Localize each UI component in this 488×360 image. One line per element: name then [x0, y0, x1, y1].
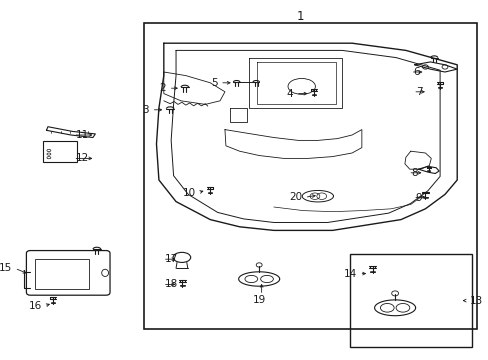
Text: 5: 5 [210, 78, 217, 88]
Text: 10: 10 [182, 188, 195, 198]
Text: 20: 20 [288, 192, 302, 202]
Bar [35, 259, 89, 289]
Text: 16: 16 [28, 301, 41, 311]
Text: 12: 12 [76, 153, 89, 163]
Text: 19: 19 [252, 295, 265, 305]
Text: 4: 4 [286, 89, 293, 99]
Text: 11: 11 [76, 130, 89, 140]
Text: 3: 3 [142, 105, 149, 115]
Text: 1: 1 [296, 10, 304, 23]
Bar [144, 23, 476, 329]
Text: 2: 2 [159, 83, 166, 93]
Bar [43, 141, 77, 162]
Bar [349, 254, 471, 347]
Text: 18: 18 [165, 279, 178, 289]
Text: 14: 14 [343, 269, 356, 279]
Text: 9: 9 [415, 193, 422, 203]
Text: 15: 15 [0, 263, 12, 273]
Text: 17: 17 [165, 254, 178, 264]
Text: 6: 6 [412, 67, 419, 77]
Text: 13: 13 [468, 296, 482, 306]
Text: 8: 8 [410, 168, 417, 178]
Text: 7: 7 [415, 87, 422, 97]
